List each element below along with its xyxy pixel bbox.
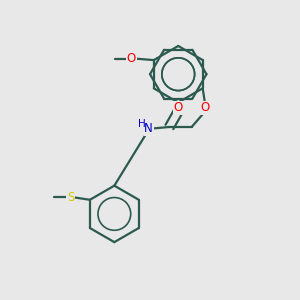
Text: O: O xyxy=(174,101,183,114)
Text: O: O xyxy=(200,101,210,114)
Text: N: N xyxy=(144,122,153,135)
Text: O: O xyxy=(127,52,136,65)
Text: S: S xyxy=(67,191,74,204)
Text: H: H xyxy=(138,119,146,129)
